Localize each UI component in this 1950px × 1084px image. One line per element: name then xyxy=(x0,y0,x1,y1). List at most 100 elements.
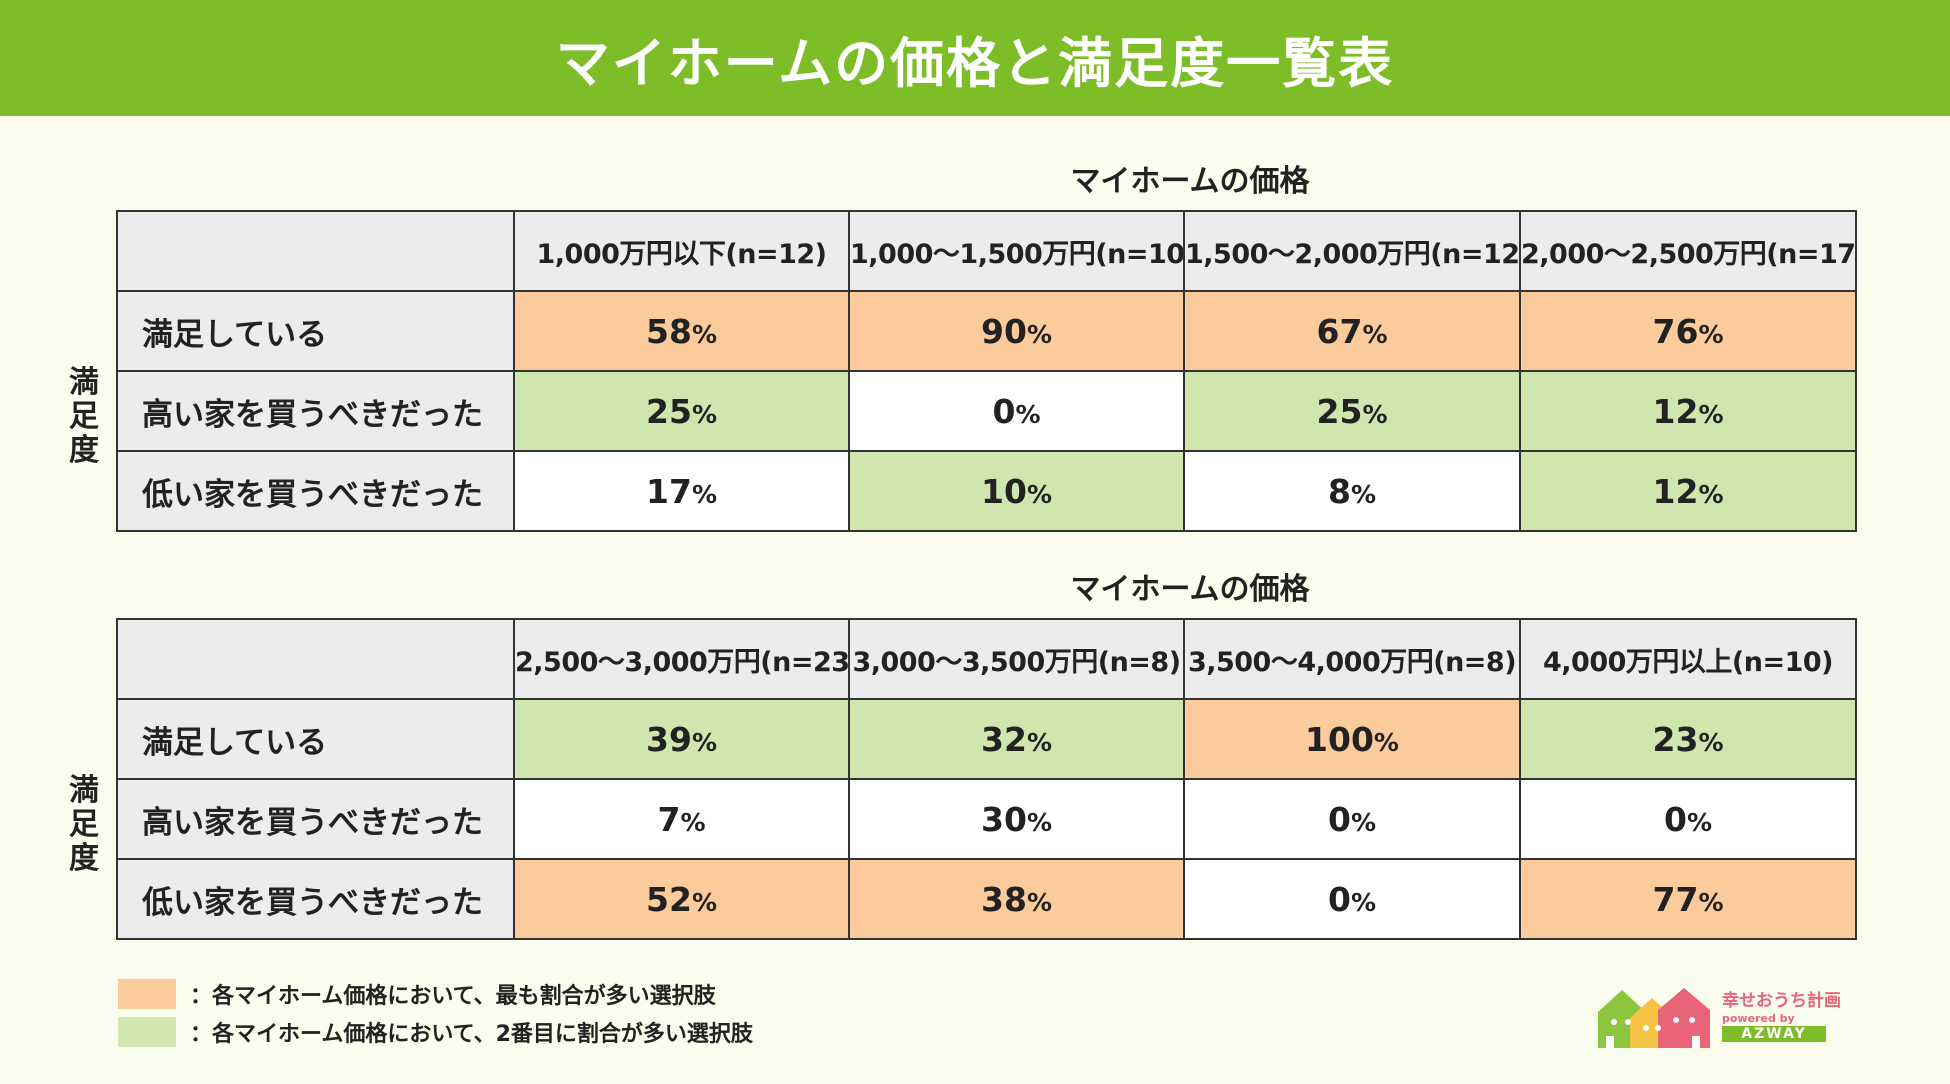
side-label-char: 足 xyxy=(69,399,99,434)
row-label: 低い家を買うべきだった xyxy=(116,450,515,532)
side-label-char: 度 xyxy=(69,841,99,876)
legend-swatch-orange xyxy=(118,979,176,1009)
logo-brand: AZWAY xyxy=(1722,1026,1826,1042)
unit: % xyxy=(1686,807,1713,837)
value-cell: 17% xyxy=(513,450,850,532)
unit: % xyxy=(1350,887,1377,917)
houses-logo-icon xyxy=(1598,988,1710,1048)
unit: % xyxy=(1026,479,1052,509)
table-row: 高い家を買うべきだった 25% 0% 25% 12% xyxy=(116,370,1857,452)
legend-first: ：各マイホーム価格において、最も割合が多い選択肢 xyxy=(118,978,716,1010)
table-row: 低い家を買うべきだった 17% 10% 8% 12% xyxy=(116,450,1857,532)
row-label: 高い家を買うべきだった xyxy=(116,778,515,860)
value: 32 xyxy=(981,719,1027,759)
unit: % xyxy=(1698,727,1724,757)
legend-second: ：各マイホーム価格において、2番目に割合が多い選択肢 xyxy=(118,1016,753,1048)
side-label-char: 満 xyxy=(69,773,99,808)
table-row: 低い家を買うべきだった 52% 38% 0% 77% xyxy=(116,858,1857,940)
value: 25 xyxy=(646,391,692,431)
legend-first-text: ：各マイホーム価格において、最も割合が多い選択肢 xyxy=(190,984,716,1009)
value-cell: 7% xyxy=(513,778,850,860)
value-cell: 12% xyxy=(1519,450,1857,532)
value-cell: 39% xyxy=(513,698,850,780)
value-cell: 0% xyxy=(1183,858,1521,940)
value-cell: 67% xyxy=(1183,290,1521,372)
value: 12 xyxy=(1652,471,1699,511)
brand-logo: 幸せおうち計画 powered by AZWAY xyxy=(1596,982,1858,1050)
unit: % xyxy=(1026,807,1052,837)
value-cell: 25% xyxy=(1183,370,1521,452)
value: 23 xyxy=(1652,719,1699,759)
corner-cell xyxy=(116,210,515,292)
value: 7 xyxy=(657,799,681,839)
value-cell: 38% xyxy=(848,858,1185,940)
value-cell: 25% xyxy=(513,370,850,452)
unit: % xyxy=(680,807,706,837)
unit: % xyxy=(1698,399,1724,429)
column-header: 2,500〜3,000万円(n=23) xyxy=(513,618,850,700)
value: 0 xyxy=(1663,799,1687,839)
value-cell: 10% xyxy=(848,450,1185,532)
value-cell: 32% xyxy=(848,698,1185,780)
column-header: 1,000〜1,500万円(n=10) xyxy=(848,210,1185,292)
value: 8 xyxy=(1327,471,1351,511)
value-cell: 8% xyxy=(1183,450,1521,532)
unit: % xyxy=(1362,399,1388,429)
value: 17 xyxy=(646,471,692,511)
unit: % xyxy=(691,399,717,429)
row-label: 満足している xyxy=(116,290,515,372)
unit: % xyxy=(1026,887,1052,917)
row-label: 満足している xyxy=(116,698,515,780)
value: 25 xyxy=(1316,391,1363,431)
logo-name: 幸せおうち計画 xyxy=(1722,991,1841,1011)
value: 0 xyxy=(992,391,1016,431)
table-header-row: 1,000万円以下(n=12) 1,000〜1,500万円(n=10) 1,50… xyxy=(116,210,1857,292)
table-row: 満足している 39% 32% 100% 23% xyxy=(116,698,1857,780)
unit: % xyxy=(1373,727,1399,757)
unit: % xyxy=(1015,399,1041,429)
table2-side-label: 満 足 度 xyxy=(62,774,106,876)
price-table-1: 1,000万円以下(n=12) 1,000〜1,500万円(n=10) 1,50… xyxy=(116,210,1857,532)
side-label-char: 満 xyxy=(69,365,99,400)
column-header: 1,000万円以下(n=12) xyxy=(513,210,850,292)
unit: % xyxy=(1026,319,1052,349)
value: 52 xyxy=(646,879,692,919)
value-cell: 90% xyxy=(848,290,1185,372)
value: 100 xyxy=(1305,719,1374,759)
value-cell: 52% xyxy=(513,858,850,940)
value: 77 xyxy=(1652,879,1699,919)
value-cell: 12% xyxy=(1519,370,1857,452)
value: 90 xyxy=(981,311,1027,351)
table-row: 高い家を買うべきだった 7% 30% 0% 0% xyxy=(116,778,1857,860)
table1-side-label: 満 足 度 xyxy=(62,366,106,468)
unit: % xyxy=(691,479,717,509)
table-row: 満足している 58% 90% 67% 76% xyxy=(116,290,1857,372)
unit: % xyxy=(1698,887,1724,917)
side-label-char: 足 xyxy=(69,807,99,842)
value-cell: 77% xyxy=(1519,858,1857,940)
unit: % xyxy=(691,727,717,757)
value: 30 xyxy=(981,799,1027,839)
column-header: 2,000〜2,500万円(n=17) xyxy=(1519,210,1857,292)
logo-text: 幸せおうち計画 powered by AZWAY xyxy=(1722,986,1841,1042)
value: 58 xyxy=(646,311,692,351)
row-label: 低い家を買うべきだった xyxy=(116,858,515,940)
logo-powered: powered by xyxy=(1722,1012,1795,1025)
value-cell: 76% xyxy=(1519,290,1857,372)
value-cell: 23% xyxy=(1519,698,1857,780)
unit: % xyxy=(691,887,717,917)
value: 0 xyxy=(1327,879,1351,919)
column-header: 3,500〜4,000万円(n=8) xyxy=(1183,618,1521,700)
side-label-char: 度 xyxy=(69,433,99,468)
page-title: マイホームの価格と満足度一覧表 xyxy=(555,31,1395,95)
unit: % xyxy=(1362,319,1388,349)
price-table-2: 2,500〜3,000万円(n=23) 3,000〜3,500万円(n=8) 3… xyxy=(116,618,1857,940)
column-header: 4,000万円以上(n=10) xyxy=(1519,618,1857,700)
unit: % xyxy=(1350,807,1377,837)
unit: % xyxy=(1698,319,1724,349)
corner-cell xyxy=(116,618,515,700)
value: 38 xyxy=(981,879,1027,919)
value-cell: 30% xyxy=(848,778,1185,860)
legend-second-text: ：各マイホーム価格において、2番目に割合が多い選択肢 xyxy=(190,1022,753,1047)
header-bar: マイホームの価格と満足度一覧表 xyxy=(0,0,1950,116)
